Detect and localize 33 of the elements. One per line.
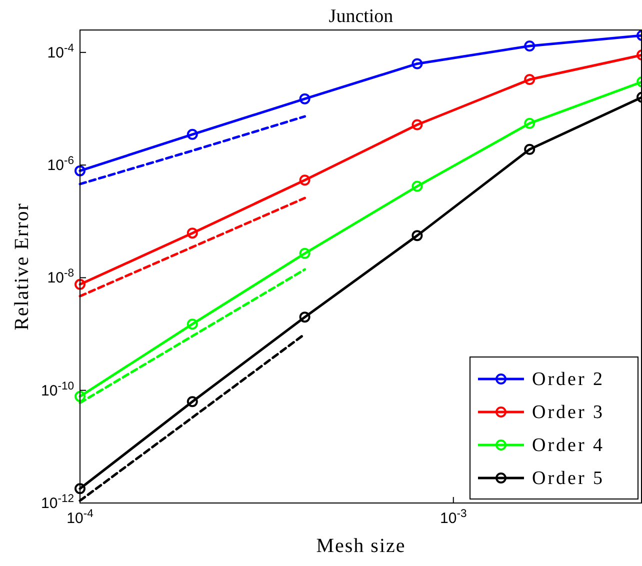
- y-tick-label: 10$^{-6}$: [47, 155, 74, 174]
- point: [524, 118, 536, 129]
- chart-title: Junction: [328, 6, 394, 27]
- point: [412, 58, 423, 70]
- point: [74, 390, 86, 402]
- point: [524, 144, 536, 155]
- point: [299, 312, 310, 323]
- point: [186, 128, 198, 140]
- point: [412, 119, 423, 130]
- point: [74, 165, 86, 176]
- point: [74, 483, 86, 494]
- y-tick-label: 10$^{-12}$: [41, 493, 74, 512]
- legend-label: Order 3: [532, 402, 605, 423]
- legend-label: Order 2: [532, 369, 605, 390]
- legend-label: Order 4: [532, 435, 605, 456]
- point: [186, 396, 198, 408]
- point: [186, 318, 198, 330]
- point: [74, 278, 86, 290]
- point: [299, 248, 310, 259]
- point: [412, 180, 423, 192]
- y-tick-label: 10$^{-10}$: [41, 380, 74, 400]
- point: [412, 230, 423, 242]
- point: [186, 228, 198, 239]
- y-axis-title: Relative Error: [11, 202, 33, 330]
- point: [299, 174, 310, 186]
- point: [524, 74, 536, 86]
- point: [299, 93, 310, 104]
- y-tick-label: 10$^{-4}$: [47, 42, 74, 62]
- legend-label: Order 5: [532, 468, 605, 489]
- y-tick-label: 10$^{-8}$: [47, 268, 74, 287]
- x-axis-title: Mesh size: [316, 535, 406, 557]
- x-tick-label: 10$^{-3}$: [440, 508, 467, 527]
- point: [524, 40, 536, 52]
